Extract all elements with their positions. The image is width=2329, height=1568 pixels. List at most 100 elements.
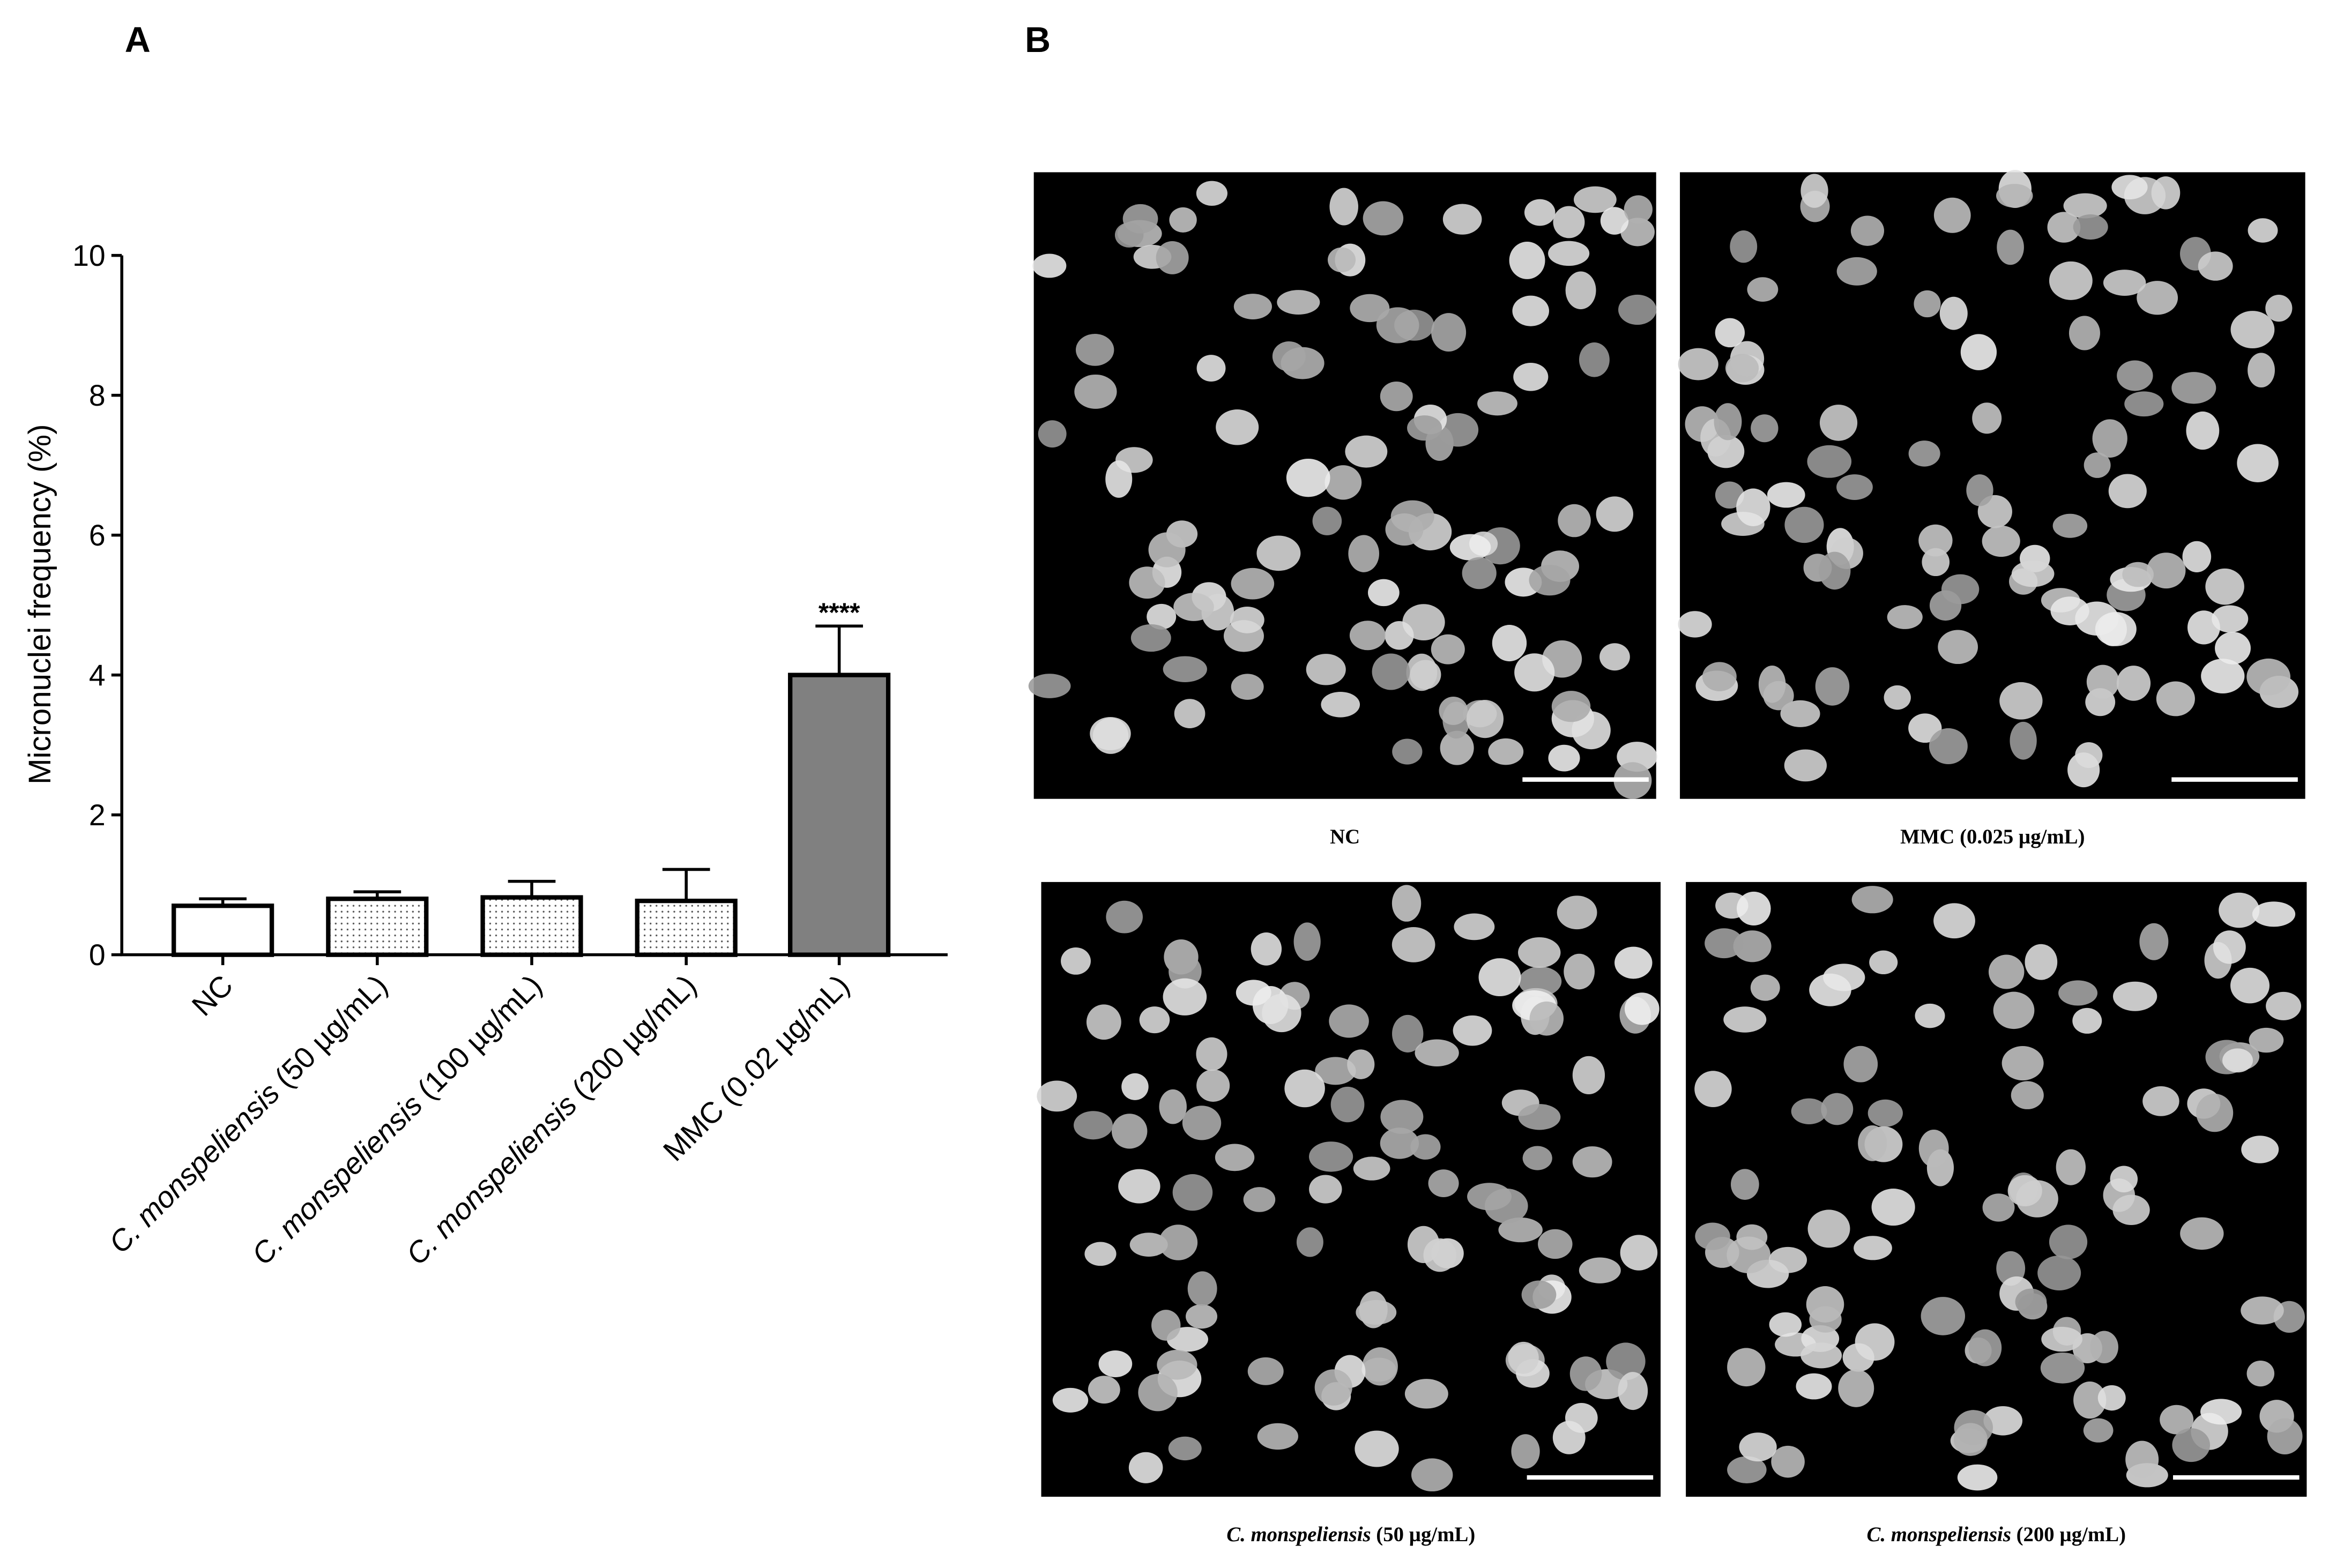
nucleus bbox=[1349, 621, 1386, 651]
nucleus bbox=[1968, 1329, 2002, 1367]
nucleus bbox=[1231, 674, 1264, 700]
nucleus bbox=[2137, 281, 2178, 315]
nucleus bbox=[1284, 1069, 1325, 1108]
nucleus bbox=[2246, 658, 2291, 696]
nucleus bbox=[1306, 654, 1346, 685]
nucleus bbox=[1678, 348, 1718, 380]
nucleus bbox=[1579, 1257, 1621, 1283]
nucleus bbox=[1836, 257, 1877, 286]
nucleus bbox=[1725, 354, 1759, 383]
nucleus bbox=[1933, 903, 1975, 939]
nucleus bbox=[2213, 930, 2246, 964]
nucleus bbox=[1695, 1222, 1730, 1250]
nucleus bbox=[2117, 360, 2153, 391]
nucleus bbox=[1558, 504, 1591, 537]
nucleus bbox=[1939, 296, 1968, 330]
nucleus bbox=[1730, 230, 1758, 263]
nucleus bbox=[1750, 974, 1780, 1001]
nucleus bbox=[1784, 506, 1824, 543]
nucleus bbox=[1028, 674, 1071, 698]
nucleus bbox=[2090, 1331, 2118, 1364]
nucleus bbox=[1869, 950, 1898, 975]
nucleus bbox=[1442, 204, 1482, 235]
nucleus bbox=[1138, 1373, 1178, 1412]
nucleus bbox=[1187, 1271, 1217, 1306]
nucleus bbox=[1513, 362, 1549, 391]
nucleus bbox=[1751, 414, 1779, 443]
nucleus bbox=[1168, 1436, 1202, 1461]
nucleus bbox=[1061, 947, 1091, 975]
nucleus bbox=[2097, 1385, 2126, 1411]
y-tick-label: 10 bbox=[72, 239, 106, 272]
nucleus bbox=[1736, 1224, 1768, 1250]
significance: **** bbox=[819, 598, 860, 628]
nucleus bbox=[1918, 524, 1953, 557]
nucleus bbox=[2037, 1255, 2081, 1291]
nucleus bbox=[1851, 886, 1893, 914]
nucleus bbox=[1484, 1188, 1528, 1223]
nucleus bbox=[2073, 1381, 2107, 1419]
nucleus bbox=[1983, 1406, 2023, 1436]
nucleus bbox=[1796, 1373, 1832, 1400]
nucleus bbox=[2230, 311, 2275, 349]
nucleus bbox=[1884, 685, 1911, 710]
nucleus bbox=[1815, 667, 1850, 706]
nucleus bbox=[2110, 1166, 2138, 1193]
nucleus bbox=[1111, 1114, 1148, 1149]
nucleus bbox=[1478, 958, 1521, 997]
nucleus bbox=[1488, 738, 1524, 765]
nucleus bbox=[1908, 440, 1940, 467]
nucleus bbox=[2108, 474, 2147, 509]
nucleus bbox=[1361, 1357, 1396, 1382]
nucleus bbox=[2252, 901, 2296, 927]
nucleus bbox=[1462, 557, 1497, 589]
nucleus bbox=[1329, 1004, 1369, 1038]
nucleus bbox=[1293, 922, 1321, 961]
nucleus bbox=[1620, 218, 1655, 247]
nucleus bbox=[1038, 420, 1067, 448]
nucleus bbox=[1807, 445, 1852, 478]
nucleus bbox=[2058, 980, 2098, 1006]
nucleus bbox=[1380, 1100, 1424, 1134]
nucleus bbox=[1548, 241, 1590, 266]
nucleus bbox=[1624, 992, 1660, 1025]
nucleus bbox=[1314, 1369, 1352, 1406]
y-tick-label: 0 bbox=[89, 938, 106, 972]
nucleus bbox=[1453, 1015, 1492, 1046]
nucleus bbox=[1933, 197, 1971, 233]
nucleus bbox=[2196, 1093, 2234, 1132]
nucleus bbox=[1129, 566, 1165, 599]
nucleus bbox=[1715, 318, 1745, 348]
nucleus bbox=[1106, 900, 1143, 934]
nucleus bbox=[2180, 1217, 2224, 1250]
nucleus bbox=[1997, 229, 2024, 265]
nucleus bbox=[1296, 1227, 1323, 1257]
nucleus bbox=[1196, 355, 1226, 382]
nucleus bbox=[1309, 1141, 1353, 1172]
nucleus bbox=[1156, 241, 1189, 274]
nucleus bbox=[1350, 294, 1390, 323]
nucleus bbox=[1715, 481, 1744, 509]
nucleus bbox=[1139, 1006, 1170, 1034]
nucleus bbox=[2124, 391, 2164, 417]
nucleus bbox=[2187, 610, 2220, 645]
nucleus bbox=[1957, 1464, 1998, 1491]
nucleus bbox=[1372, 653, 1410, 690]
nucleus bbox=[2156, 681, 2195, 716]
plain-part: (50 µg/mL) bbox=[268, 968, 393, 1094]
x-tick-label: NC bbox=[185, 968, 239, 1022]
nucleus bbox=[2267, 1418, 2303, 1454]
nucleus bbox=[1363, 201, 1404, 236]
nucleus bbox=[2073, 214, 2108, 240]
nucleus bbox=[1159, 1089, 1187, 1124]
nucleus bbox=[1838, 1369, 1874, 1407]
nucleus bbox=[2083, 1418, 2114, 1443]
nucleus bbox=[1966, 474, 1993, 506]
nucleus bbox=[2011, 561, 2055, 587]
nucleus bbox=[1800, 1342, 1842, 1369]
nucleus bbox=[1032, 253, 1067, 278]
nucleus bbox=[1521, 1280, 1557, 1309]
nucleus bbox=[1466, 700, 1504, 738]
nucleus bbox=[2015, 1288, 2047, 1316]
